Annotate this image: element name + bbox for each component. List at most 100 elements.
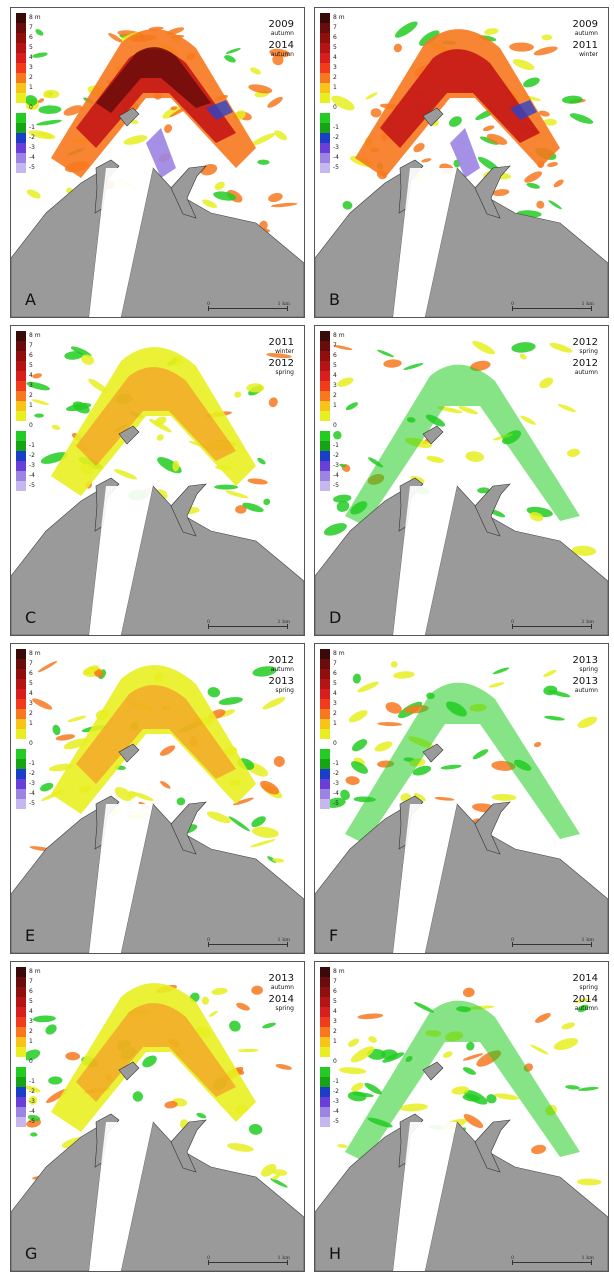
jetty-island-right: [474, 483, 511, 537]
colorbar-label: -1: [29, 442, 35, 449]
deposition-outer: [355, 29, 560, 179]
colorbar-row: 5: [16, 997, 50, 1007]
change-patch: [462, 1094, 480, 1102]
change-patch: [494, 1093, 519, 1100]
colorbar-swatch: [16, 1067, 26, 1077]
colorbar-label: 4: [333, 690, 337, 697]
jetty-island-right: [474, 1119, 511, 1173]
colorbar-label: -5: [29, 1118, 35, 1125]
colorbar-swatch: [320, 799, 330, 809]
colorbar-swatch: [320, 441, 330, 451]
scale-tick: [512, 1260, 513, 1265]
colorbar-label: 4: [333, 1008, 337, 1015]
change-patch: [224, 55, 236, 63]
colorbar-row: [320, 1067, 354, 1077]
colorbar-row: [320, 113, 354, 123]
change-patch: [345, 776, 360, 786]
colorbar-swatch: [16, 669, 26, 679]
change-patch: [148, 418, 172, 433]
colorbar-swatch: [16, 481, 26, 491]
colorbar-swatch: [320, 1087, 330, 1097]
change-patch: [234, 391, 242, 398]
change-patch: [491, 793, 517, 801]
change-patch: [250, 132, 276, 146]
scour-violet: [146, 128, 176, 178]
colorbar-row: -2: [16, 133, 50, 143]
change-patch: [524, 171, 543, 183]
deposition-outer: [51, 983, 256, 1132]
colorbar-label: -2: [333, 770, 339, 777]
colorbar-label: 1: [29, 720, 33, 727]
change-patch: [164, 124, 173, 133]
colorbar-row: [16, 93, 50, 103]
colorbar-row: 4: [320, 53, 354, 63]
colorbar-swatch: [16, 73, 26, 83]
from-year: 2014: [572, 973, 598, 984]
change-patch: [352, 1092, 375, 1098]
to-season: spring: [275, 1005, 294, 1012]
colorbar-label: 5: [333, 44, 337, 51]
survey-dates: 2012 autumn 2013 spring: [269, 656, 294, 698]
colorbar-swatch: [16, 93, 26, 103]
change-patch: [413, 143, 425, 153]
change-patch: [67, 715, 87, 723]
coast-right: [424, 485, 608, 635]
change-patch: [333, 494, 352, 503]
change-patch: [55, 734, 76, 741]
change-patch: [156, 434, 164, 441]
change-patch: [364, 1082, 382, 1095]
colorbar-row: 8 m: [16, 13, 50, 23]
colorbar-swatch: [16, 1117, 26, 1127]
colorbar-row: -1: [320, 123, 354, 133]
bathymetry-map: [11, 983, 304, 1271]
colorbar-swatch: [16, 1047, 26, 1057]
colorbar-row: [16, 431, 50, 441]
colorbar-label: 7: [29, 24, 33, 31]
from-year: 2013: [572, 655, 598, 666]
change-patch: [32, 373, 43, 379]
scale-label-end: 1 km: [277, 301, 290, 307]
colorbar-swatch: [320, 689, 330, 699]
colorbar-swatch: [16, 33, 26, 43]
erosion-arc: [345, 364, 580, 526]
colorbar-row: -3: [16, 1097, 50, 1107]
colorbar-label: -4: [333, 154, 339, 161]
bathymetry-map: [11, 26, 304, 317]
colorbar-swatch: [16, 133, 26, 143]
colorbar-swatch: [16, 779, 26, 789]
to-season: autumn: [574, 687, 598, 694]
change-patch: [520, 415, 536, 425]
from-season: spring: [579, 984, 598, 991]
change-patch: [339, 463, 347, 468]
colorbar-row: -5: [320, 799, 354, 809]
colorbar-label: 7: [29, 978, 33, 985]
colorbar-row: -3: [320, 143, 354, 153]
colorbar-swatch: [320, 481, 330, 491]
deposition-core: [76, 1003, 236, 1102]
colorbar-swatch: [320, 729, 330, 739]
jetty-island-right: [170, 801, 207, 855]
colorbar-label: -3: [333, 1098, 339, 1105]
change-patch: [333, 345, 353, 351]
colorbar-swatch: [320, 461, 330, 471]
scale-bar: 0 1 km: [511, 299, 594, 313]
to-year: 2011: [572, 40, 598, 51]
colorbar-swatch: [320, 987, 330, 997]
panel-a: 8 m 7 6 5 4 3 2 1 0 -1 -2 -3 -4 -5 2009 autumn 2014 autum…: [10, 7, 305, 318]
change-patch: [533, 46, 558, 56]
colorbar-swatch: [320, 83, 330, 93]
colorbar-swatch: [320, 341, 330, 351]
change-patch: [272, 858, 285, 863]
colorbar-label: -5: [333, 1118, 339, 1125]
colorbar-swatch: [16, 431, 26, 441]
change-patch: [262, 697, 286, 710]
scour-violet: [450, 128, 480, 178]
scale-tick: [591, 624, 592, 629]
colorbar-label: 7: [333, 24, 337, 31]
colorbar-row: 8 m: [320, 649, 354, 659]
erosion-zone: [345, 682, 580, 844]
change-patch: [486, 1094, 497, 1104]
colorbar-swatch: [320, 371, 330, 381]
coast-right: [120, 485, 304, 635]
colorbar-label: 0: [29, 422, 33, 429]
